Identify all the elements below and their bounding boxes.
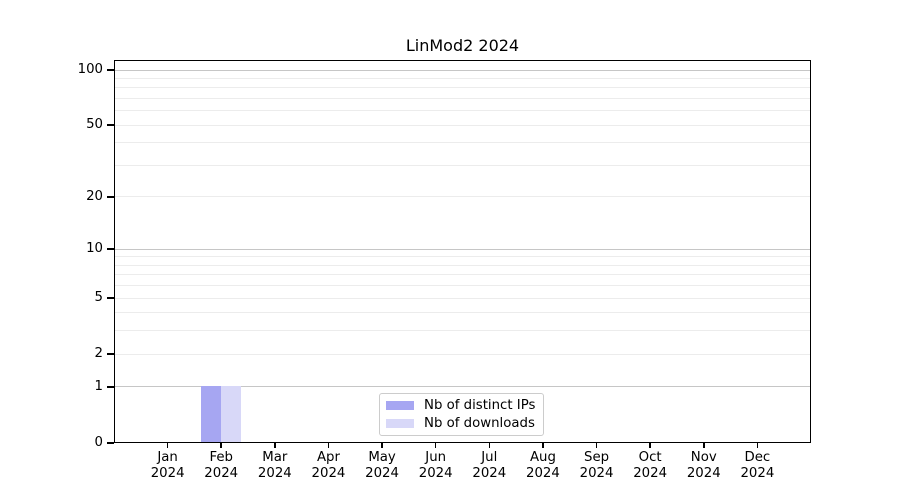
x-tick-mark-may <box>381 443 383 448</box>
x-tick-year: 2024 <box>686 466 721 481</box>
x-axis-tick-label: Mar 2024 <box>243 450 307 482</box>
gridline-2 <box>115 353 810 355</box>
x-tick-mark-jan <box>166 443 169 448</box>
legend-label-downloads: Nb of downloads <box>424 415 535 431</box>
x-tick-month: Oct <box>638 450 662 465</box>
gridline-1 <box>115 386 810 388</box>
x-tick-mark-oct <box>649 443 651 448</box>
y-axis-tick-label: 0 <box>94 435 103 450</box>
x-axis-tick-label: Oct 2024 <box>618 450 682 482</box>
gridline-100 <box>115 69 810 71</box>
x-tick-year: 2024 <box>633 466 668 481</box>
y-tick-mark-10 <box>107 248 114 250</box>
x-tick-year: 2024 <box>204 466 239 481</box>
y-tick-mark-20 <box>107 196 114 198</box>
x-tick-mark-jun <box>434 443 437 448</box>
x-tick-month: Jan <box>157 450 178 465</box>
plot-area <box>114 60 811 443</box>
x-tick-year: 2024 <box>311 466 346 481</box>
x-tick-mark-sep <box>595 443 598 448</box>
y-axis-tick-label: 50 <box>86 117 103 133</box>
gridline-20 <box>115 196 810 198</box>
x-axis-tick-label: Nov 2024 <box>672 450 736 482</box>
x-tick-month: Nov <box>690 450 717 465</box>
x-tick-month: Mar <box>262 450 288 465</box>
x-tick-mark-jul <box>488 443 491 448</box>
x-axis-tick-label: Apr 2024 <box>296 450 360 482</box>
gridline-5 <box>115 297 810 299</box>
gridline-3 <box>115 330 810 332</box>
gridline-8 <box>115 264 810 266</box>
legend: Nb of distinct IPs Nb of downloads <box>379 393 544 436</box>
x-tick-year: 2024 <box>150 466 185 481</box>
x-tick-year: 2024 <box>740 466 775 481</box>
x-tick-mark-nov <box>703 443 705 448</box>
x-tick-year: 2024 <box>579 466 614 481</box>
x-axis-tick-label: Jan 2024 <box>136 450 200 482</box>
y-axis-tick-label: 5 <box>94 290 103 306</box>
y-axis-tick-label: 20 <box>86 188 103 204</box>
x-tick-year: 2024 <box>472 466 507 481</box>
y-tick-mark-1 <box>107 386 114 388</box>
y-axis-tick-label: 1 <box>94 378 103 394</box>
y-axis-tick-label: 100 <box>77 62 103 77</box>
x-tick-month: Apr <box>316 450 340 465</box>
x-tick-mark-mar <box>274 443 276 448</box>
x-tick-year: 2024 <box>418 466 453 481</box>
gridline-6 <box>115 285 810 287</box>
gridline-7 <box>115 274 810 276</box>
x-tick-mark-feb <box>220 443 222 448</box>
gridline-10 <box>115 248 810 250</box>
bar-nb-of-downloads-feb-2024 <box>220 385 241 442</box>
x-axis-tick-label: Jul 2024 <box>457 450 521 482</box>
y-tick-mark-5 <box>107 297 114 299</box>
legend-entry-downloads: Nb of downloads <box>386 415 537 431</box>
x-tick-year: 2024 <box>526 466 560 481</box>
x-tick-mark-dec <box>756 443 759 448</box>
gridline-50 <box>115 124 810 126</box>
legend-entry-distinct-ips: Nb of distinct IPs <box>386 397 537 413</box>
x-axis-tick-label: Jun 2024 <box>404 450 468 482</box>
gridline-70 <box>115 97 810 99</box>
x-tick-month: Dec <box>744 450 771 465</box>
x-tick-mark-aug <box>542 443 544 448</box>
chart-title: LinMod2 2024 <box>405 36 520 55</box>
y-axis-tick-label: 2 <box>94 346 103 362</box>
gridline-80 <box>115 87 810 89</box>
x-tick-month: Jul <box>481 450 498 465</box>
gridline-4 <box>115 312 810 314</box>
x-tick-year: 2024 <box>257 466 292 481</box>
y-axis-tick-label: 10 <box>86 241 103 257</box>
x-tick-month: Jun <box>425 450 447 465</box>
x-tick-month: Feb <box>209 450 233 465</box>
legend-label-distinct-ips: Nb of distinct IPs <box>424 397 536 413</box>
y-tick-mark-2 <box>107 353 114 355</box>
x-tick-mark-apr <box>327 443 330 448</box>
y-tick-mark-0 <box>107 442 114 444</box>
gridline-40 <box>115 142 810 144</box>
x-axis-tick-label: Feb 2024 <box>189 450 253 482</box>
gridline-90 <box>115 77 810 79</box>
x-axis-tick-label: Sep 2024 <box>565 450 629 482</box>
x-tick-month: Sep <box>584 450 610 465</box>
y-tick-mark-50 <box>107 124 114 126</box>
legend-swatch-distinct-ips <box>386 401 414 410</box>
gridline-9 <box>115 256 810 258</box>
bar-nb-of-distinct-ips-feb-2024 <box>200 385 221 442</box>
x-axis-tick-label: Dec 2024 <box>725 450 789 482</box>
x-axis-tick-label: May 2024 <box>350 450 414 482</box>
x-tick-year: 2024 <box>365 466 399 481</box>
gridline-60 <box>115 110 810 112</box>
x-tick-month: May <box>368 450 396 465</box>
x-tick-month: Aug <box>529 450 556 465</box>
gridline-30 <box>115 164 810 166</box>
legend-swatch-downloads <box>386 419 414 428</box>
x-axis-tick-label: Aug 2024 <box>511 450 575 482</box>
y-tick-mark-100 <box>107 69 114 71</box>
